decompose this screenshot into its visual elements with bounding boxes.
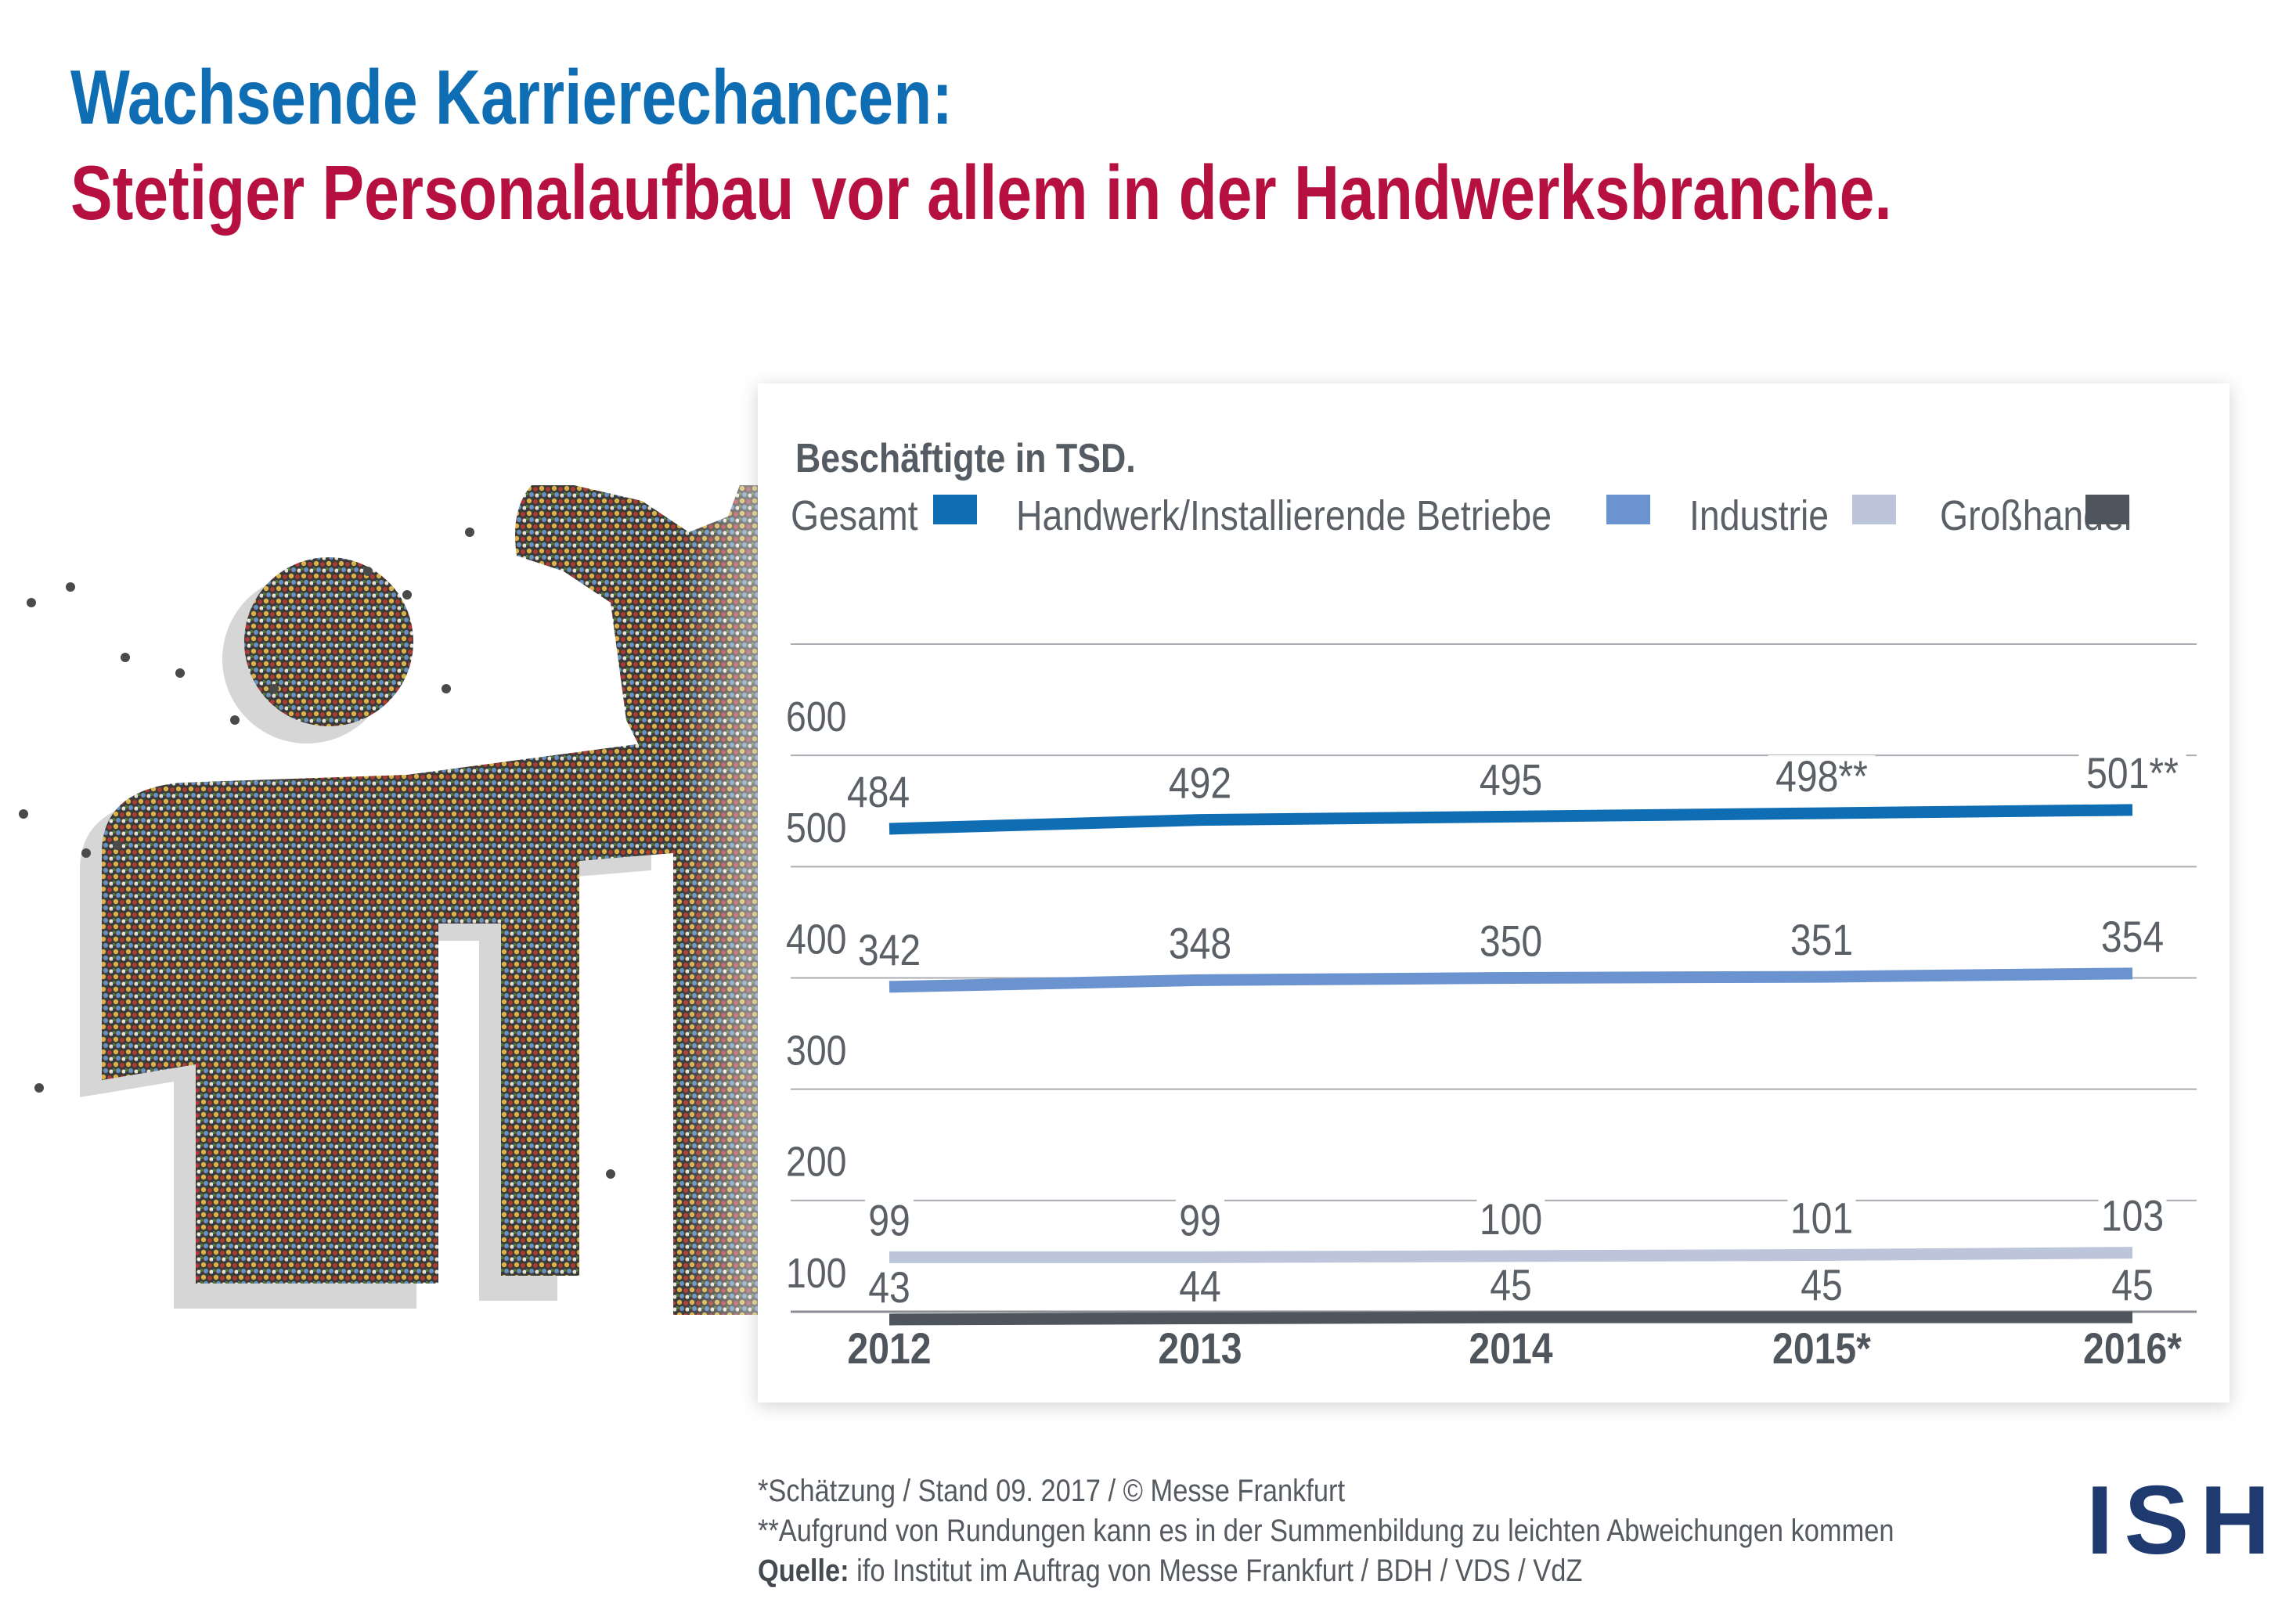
legend-label-0: Gesamt	[791, 492, 918, 539]
x-tick-2014: 2014	[1469, 1325, 1552, 1374]
legend-swatch-2	[1852, 495, 1896, 524]
data-label-2-2: 100	[1480, 1196, 1542, 1244]
legend-label-2: Industrie	[1689, 492, 1829, 539]
data-label-bg	[865, 1199, 914, 1242]
data-label-bg	[1166, 922, 1235, 965]
y-tick-600: 600	[786, 693, 846, 740]
y-axis-label: Beschäftigte in TSD.	[795, 436, 1136, 481]
data-label-bg	[1176, 1199, 1224, 1242]
data-label-0-3: 498**	[1775, 753, 1868, 801]
series-line-1	[889, 967, 2133, 993]
series-group: 484 492 495 498** 501** 342 348 350 351 354 99 99 10…	[844, 750, 2186, 1326]
footnote-estimate: *Schätzung / Stand 09. 2017 / © Messe Fr…	[758, 1474, 1346, 1508]
legend-label-1: Handwerk/Installierende Betriebe	[1016, 492, 1552, 539]
data-label-0-2: 495	[1480, 756, 1542, 805]
data-label-bg	[2098, 1194, 2167, 1237]
y-tick-100: 100	[786, 1249, 846, 1297]
y-tick-200: 200	[786, 1137, 846, 1185]
legend-swatch-1	[1606, 495, 1650, 524]
data-label-bg	[1166, 762, 1235, 805]
data-label-0-4: 501**	[2086, 750, 2179, 798]
data-label-bg	[844, 770, 913, 813]
data-label-bg	[1476, 920, 1545, 963]
data-label-2-1: 99	[1179, 1197, 1221, 1245]
source-text: ifo Institut im Auftrag von Messe Frankf…	[849, 1554, 1583, 1588]
data-label-1-3: 351	[1790, 916, 1853, 965]
data-label-bg	[1176, 1265, 1224, 1308]
data-label-1-4: 354	[2101, 913, 2164, 961]
footer: *Schätzung / Stand 09. 2017 / © Messe Fr…	[758, 1471, 2079, 1591]
data-label-0-1: 492	[1169, 759, 1231, 808]
line-chart: Beschäftigte in TSD. Gesamt Handwerk/Inst…	[786, 436, 2197, 1374]
x-axis-ticks: 2012 2013 2014 2015* 2016*	[847, 1325, 2182, 1374]
data-label-bg	[1476, 1197, 1545, 1241]
legend-swatch-3	[2085, 495, 2129, 524]
footnote-source: Quelle: ifo Institut im Auftrag von Mess…	[758, 1551, 1894, 1591]
series-line-0	[889, 804, 2133, 835]
data-label-0-0: 484	[847, 769, 910, 817]
x-tick-2015*: 2015*	[1772, 1325, 1871, 1374]
x-tick-2012: 2012	[847, 1325, 931, 1374]
data-label-2-4: 103	[2101, 1192, 2164, 1241]
x-tick-2013: 2013	[1158, 1325, 1242, 1374]
data-label-bg	[1797, 1264, 1846, 1307]
y-tick-400: 400	[786, 915, 846, 963]
y-axis-ticks: 600 500 400 300 200 100	[786, 693, 846, 1297]
data-label-bg	[1476, 758, 1545, 801]
data-label-bg	[2078, 751, 2186, 794]
footnote-rounding: **Aufgrund von Rundungen kann es in der …	[758, 1514, 1894, 1548]
data-label-bg	[865, 1266, 914, 1309]
y-tick-500: 500	[786, 804, 846, 852]
page-subtitle: Stetiger Personalaufbau vor allem in der…	[70, 149, 1892, 236]
legend-swatch-0	[933, 495, 977, 524]
series-line-3	[889, 1311, 2132, 1326]
data-label-bg	[2108, 1264, 2157, 1307]
y-tick-300: 300	[786, 1026, 846, 1074]
data-label-3-4: 45	[2111, 1262, 2154, 1310]
crowd-illustration	[0, 485, 830, 1362]
data-label-bg	[855, 928, 924, 971]
data-label-1-2: 350	[1480, 917, 1542, 966]
data-label-1-1: 348	[1169, 920, 1231, 968]
series-line-2	[889, 1247, 2133, 1263]
data-label-2-0: 99	[868, 1197, 910, 1245]
data-label-3-0: 43	[868, 1264, 910, 1313]
chart-card: Beschäftigte in TSD. Gesamt Handwerk/Inst…	[758, 383, 2230, 1403]
data-label-bg	[1487, 1264, 1535, 1307]
data-label-3-1: 44	[1179, 1262, 1221, 1311]
data-label-3-3: 45	[1801, 1262, 1843, 1310]
data-label-1-0: 342	[858, 927, 921, 975]
data-label-3-2: 45	[1490, 1262, 1532, 1310]
legend: Gesamt Handwerk/Installierende Betriebe In…	[791, 492, 2132, 539]
source-label: Quelle:	[758, 1554, 849, 1588]
data-label-bg	[1787, 1197, 1856, 1240]
ish-logo: ISH	[2086, 1467, 2281, 1575]
data-label-bg	[1768, 755, 1876, 798]
data-label-bg	[1787, 919, 1856, 962]
data-label-bg	[2098, 915, 2167, 958]
x-tick-2016*: 2016*	[2083, 1325, 2182, 1374]
page-title: Wachsende Karrierechancen:	[70, 54, 953, 140]
data-label-2-3: 101	[1790, 1194, 1853, 1243]
